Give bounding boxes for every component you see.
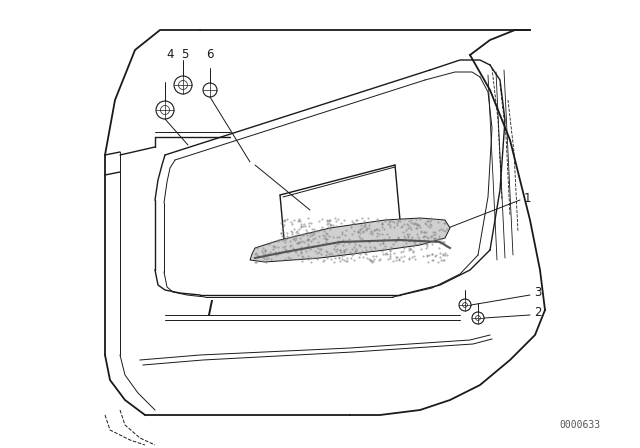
Text: $\it{l}$: $\it{l}$ xyxy=(206,299,214,321)
Text: 0000633: 0000633 xyxy=(559,420,600,430)
Text: 6: 6 xyxy=(206,48,214,61)
Text: 5: 5 xyxy=(181,48,189,61)
Text: 2: 2 xyxy=(534,306,541,319)
Text: 4: 4 xyxy=(166,48,173,61)
Text: 3: 3 xyxy=(534,287,541,300)
Polygon shape xyxy=(250,218,450,262)
Text: 1: 1 xyxy=(524,191,531,204)
